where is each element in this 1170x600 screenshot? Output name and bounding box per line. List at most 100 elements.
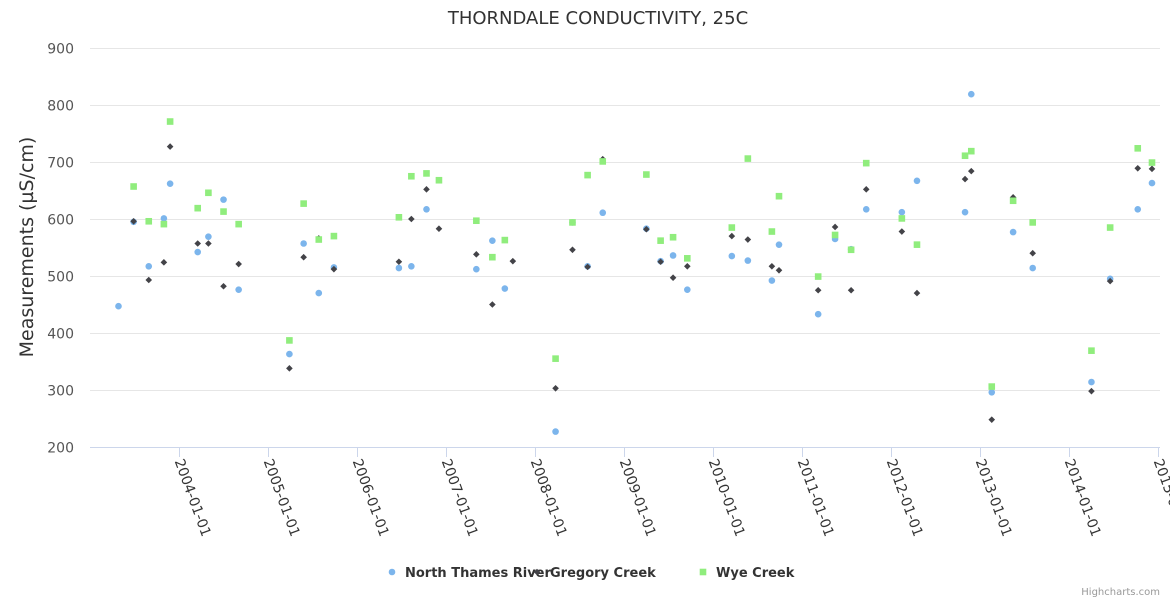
data-point-square[interactable] bbox=[166, 118, 174, 125]
data-point-square[interactable] bbox=[599, 158, 607, 165]
legend-label[interactable]: Gregory Creek bbox=[550, 566, 656, 581]
data-point-circle[interactable] bbox=[669, 252, 677, 259]
data-point-diamond[interactable] bbox=[847, 286, 855, 294]
data-point-square[interactable] bbox=[961, 152, 969, 160]
data-point-square[interactable] bbox=[814, 273, 822, 280]
data-point-diamond[interactable] bbox=[489, 301, 496, 308]
data-point-square[interactable] bbox=[728, 224, 736, 231]
data-point-diamond[interactable] bbox=[1134, 164, 1142, 172]
legend-label[interactable]: North Thames River bbox=[405, 566, 551, 581]
data-point-circle[interactable] bbox=[235, 286, 242, 293]
data-point-circle[interactable] bbox=[408, 263, 415, 270]
credits-link[interactable]: Highcharts.com bbox=[1081, 587, 1160, 598]
data-point-square[interactable] bbox=[847, 246, 855, 254]
data-point-square[interactable] bbox=[315, 236, 323, 243]
data-point-circle[interactable] bbox=[1148, 179, 1156, 187]
data-point-circle[interactable] bbox=[166, 180, 174, 187]
legend-item-wye-creek[interactable]: Wye Creek bbox=[699, 566, 795, 581]
data-point-circle[interactable] bbox=[395, 264, 403, 272]
data-point-circle[interactable] bbox=[1134, 206, 1142, 213]
data-point-diamond[interactable] bbox=[728, 232, 736, 240]
data-point-square[interactable] bbox=[657, 237, 664, 244]
data-point-circle[interactable] bbox=[160, 215, 168, 222]
data-point-diamond[interactable] bbox=[744, 236, 752, 243]
data-point-diamond[interactable] bbox=[435, 225, 443, 232]
data-point-diamond[interactable] bbox=[584, 263, 591, 271]
data-point-circle[interactable] bbox=[728, 252, 736, 260]
data-point-circle[interactable] bbox=[961, 208, 969, 216]
data-point-square[interactable] bbox=[569, 219, 576, 226]
data-point-circle[interactable] bbox=[552, 428, 559, 435]
data-point-square[interactable] bbox=[489, 253, 496, 261]
data-point-diamond[interactable] bbox=[194, 240, 202, 247]
data-point-circle[interactable] bbox=[315, 289, 323, 297]
data-point-diamond[interactable] bbox=[509, 257, 517, 265]
legend-item-gregory-creek[interactable]: Gregory Creek bbox=[533, 566, 656, 581]
data-point-square[interactable] bbox=[145, 217, 153, 225]
data-point-circle[interactable] bbox=[145, 263, 153, 270]
data-point-circle[interactable] bbox=[1029, 264, 1037, 272]
data-point-square[interactable] bbox=[643, 171, 650, 178]
legend[interactable]: North Thames River Gregory Creek Wye Creek bbox=[388, 566, 795, 581]
data-point-square[interactable] bbox=[913, 241, 921, 248]
data-point-circle[interactable] bbox=[1009, 228, 1017, 236]
data-point-diamond[interactable] bbox=[1106, 277, 1114, 285]
data-point-square[interactable] bbox=[330, 232, 338, 240]
data-point-diamond[interactable] bbox=[988, 416, 996, 423]
data-point-diamond[interactable] bbox=[220, 282, 227, 290]
data-point-circle[interactable] bbox=[423, 206, 430, 213]
data-point-square[interactable] bbox=[286, 337, 293, 344]
data-point-diamond[interactable] bbox=[643, 225, 650, 233]
data-point-circle[interactable] bbox=[988, 388, 996, 396]
data-point-circle[interactable] bbox=[967, 90, 975, 98]
data-point-circle[interactable] bbox=[501, 285, 509, 292]
data-point-diamond[interactable] bbox=[669, 274, 677, 282]
data-point-circle[interactable] bbox=[286, 350, 293, 358]
data-point-square[interactable] bbox=[235, 220, 242, 228]
data-point-square[interactable] bbox=[435, 176, 443, 184]
data-point-diamond[interactable] bbox=[1029, 249, 1037, 257]
legend-symbol-circle[interactable] bbox=[388, 568, 396, 576]
data-point-diamond[interactable] bbox=[1088, 387, 1095, 395]
data-point-square[interactable] bbox=[160, 220, 168, 228]
data-point-diamond[interactable] bbox=[130, 217, 137, 225]
data-point-square[interactable] bbox=[423, 170, 430, 177]
data-point-circle[interactable] bbox=[300, 240, 307, 247]
data-point-square[interactable] bbox=[473, 217, 480, 225]
data-point-square[interactable] bbox=[130, 183, 137, 190]
data-point-diamond[interactable] bbox=[552, 384, 559, 392]
data-point-circle[interactable] bbox=[489, 237, 496, 244]
data-point-square[interactable] bbox=[898, 215, 906, 222]
data-point-square[interactable] bbox=[300, 200, 307, 207]
data-point-circle[interactable] bbox=[115, 302, 122, 310]
data-point-square[interactable] bbox=[1134, 145, 1142, 152]
data-point-circle[interactable] bbox=[220, 196, 227, 203]
data-point-circle[interactable] bbox=[814, 310, 822, 318]
data-point-diamond[interactable] bbox=[300, 253, 307, 261]
data-point-circle[interactable] bbox=[898, 208, 906, 216]
data-point-diamond[interactable] bbox=[684, 263, 691, 270]
data-point-diamond[interactable] bbox=[657, 258, 664, 266]
data-point-square[interactable] bbox=[552, 355, 559, 362]
data-point-square[interactable] bbox=[775, 192, 783, 200]
data-point-square[interactable] bbox=[1088, 347, 1095, 354]
legend-symbol-square[interactable] bbox=[699, 568, 707, 576]
data-point-square[interactable] bbox=[1106, 224, 1114, 231]
data-point-square[interactable] bbox=[220, 208, 227, 215]
data-point-square[interactable] bbox=[669, 233, 677, 241]
data-point-circle[interactable] bbox=[599, 209, 607, 217]
data-point-diamond[interactable] bbox=[205, 240, 212, 247]
data-point-circle[interactable] bbox=[194, 248, 202, 256]
data-point-diamond[interactable] bbox=[330, 265, 338, 273]
data-point-square[interactable] bbox=[768, 228, 776, 235]
data-point-diamond[interactable] bbox=[286, 365, 293, 372]
data-point-diamond[interactable] bbox=[898, 228, 906, 235]
data-point-diamond[interactable] bbox=[569, 246, 576, 254]
data-point-diamond[interactable] bbox=[831, 223, 839, 231]
legend-symbol-diamond[interactable] bbox=[533, 568, 541, 576]
data-point-circle[interactable] bbox=[768, 277, 776, 284]
data-point-diamond[interactable] bbox=[775, 267, 783, 274]
data-point-diamond[interactable] bbox=[967, 167, 975, 175]
data-point-square[interactable] bbox=[988, 383, 996, 390]
data-point-diamond[interactable] bbox=[408, 215, 415, 223]
